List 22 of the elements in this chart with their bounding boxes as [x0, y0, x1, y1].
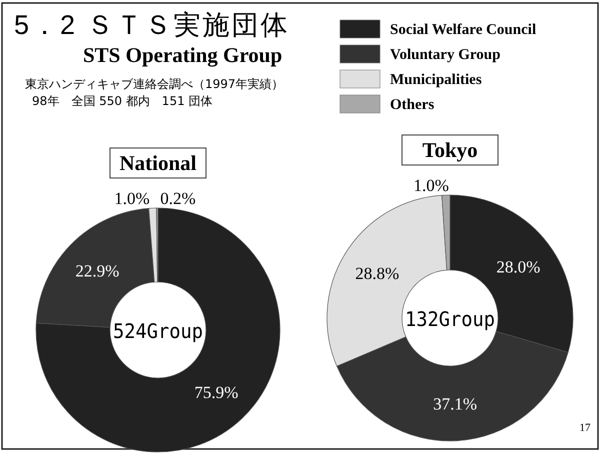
text: 東京ハンディキャブ連絡会調べ（1997年実績） [25, 77, 284, 91]
text: National [119, 151, 197, 175]
data-label: 1.0% [114, 189, 150, 208]
text: Tokyo [422, 138, 478, 162]
text: 98年 全国 550 都内 151 団体 [32, 94, 213, 108]
data-label: 0.2% [160, 189, 196, 208]
legend-label: Municipalities [390, 72, 482, 88]
data-label: 28.8% [355, 264, 400, 284]
text: 524Group [113, 319, 210, 343]
legend-label: Social Welfare Council [390, 22, 536, 38]
data-label: 1.0% [414, 176, 449, 195]
data-label: 75.9% [194, 382, 238, 402]
data-label: 22.9% [75, 261, 120, 280]
text: STS Operating Group [83, 43, 282, 67]
text: 132Group [405, 307, 502, 331]
text: 17 [580, 422, 591, 434]
data-label: 28.0% [496, 258, 540, 277]
chart-title: 5．2 ＳＴＳ実施団体 [14, 10, 290, 40]
legend-label: Others [390, 97, 434, 113]
donut-slice [36, 208, 280, 452]
legend-label: Voluntary Group [390, 47, 500, 63]
data-label: 37.1% [433, 394, 478, 414]
